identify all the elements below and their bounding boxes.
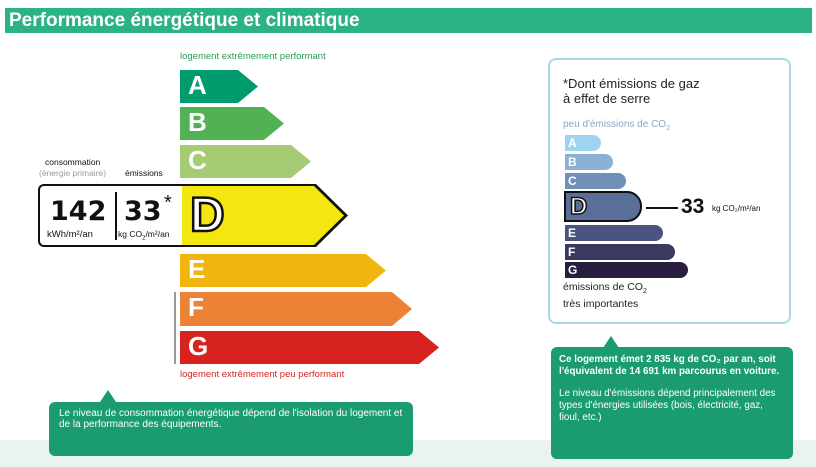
climate-class-a: A: [565, 135, 601, 151]
bubble-pointer: [603, 336, 619, 348]
emissions-label: émissions: [125, 168, 163, 178]
divider: [115, 192, 117, 240]
climate-title-2: à effet de serre: [563, 91, 651, 106]
climate-title: *Dont émissions de gaz à effet de serre: [563, 76, 700, 106]
subscript: 2: [142, 235, 146, 242]
asterisk: *: [164, 192, 172, 214]
emission-summary: Ce logement émet 2 835 kg de CO₂ par an,…: [559, 354, 780, 377]
consumption-unit: kWh/m²/an: [47, 229, 93, 240]
emissions-value: 33: [124, 196, 162, 227]
values-box: 142 kWh/m²/an 33 * kg CO2/m²/an: [38, 184, 182, 247]
consumption-sub-label: (énergie primaire): [39, 168, 107, 178]
climate-top-label: peu d'émissions de CO2: [563, 119, 670, 132]
climate-bottom-text-2: très importantes: [563, 298, 639, 311]
energy-top-label: logement extrêmement performant: [180, 51, 326, 62]
climate-class-f: F: [565, 244, 675, 260]
emissions-unit-post: /m²/an: [145, 229, 170, 239]
energy-class-b: B: [180, 107, 284, 140]
climate-bottom-label: émissions de CO2 très importantes: [563, 281, 647, 311]
consumption-label: consommation: [45, 157, 101, 167]
climate-info-bubble: Ce logement émet 2 835 kg de CO₂ par an,…: [551, 347, 793, 459]
climate-class-d-current: D: [564, 191, 642, 222]
energy-class-d-current: D: [182, 186, 344, 245]
climate-value: 33: [681, 195, 705, 218]
value-connector-line: [646, 207, 678, 209]
energy-info-bubble: Le niveau de consommation énergétique dé…: [49, 402, 413, 456]
energy-class-c: C: [180, 145, 311, 178]
energy-bottom-label: logement extrêmement peu performant: [180, 369, 345, 380]
climate-panel: [548, 58, 791, 324]
subscript: 2: [642, 288, 647, 296]
divider: [174, 292, 176, 364]
energy-class-f: F: [180, 292, 412, 326]
emissions-unit: kg CO: [118, 229, 143, 239]
consumption-value: 142: [50, 196, 107, 227]
climate-bottom-text: émissions de CO: [563, 281, 643, 293]
climate-title-1: *Dont émissions de gaz: [563, 76, 700, 91]
energy-class-e: E: [180, 254, 386, 287]
bubble-pointer: [100, 390, 116, 402]
climate-class-g: G: [565, 262, 688, 278]
emission-explanation: Le niveau d'émissions dépend principalem…: [559, 388, 776, 423]
climate-unit: kg CO₂/m²/an: [712, 204, 761, 213]
climate-top-text: peu d'émissions de CO: [563, 119, 667, 130]
energy-class-g: G: [180, 331, 439, 364]
energy-class-a: A: [180, 70, 258, 103]
climate-class-e: E: [565, 225, 663, 241]
climate-class-b: B: [565, 154, 613, 170]
subscript: 2: [666, 125, 670, 132]
climate-class-c: C: [565, 173, 626, 189]
page-title: Performance énergétique et climatique: [5, 8, 812, 33]
